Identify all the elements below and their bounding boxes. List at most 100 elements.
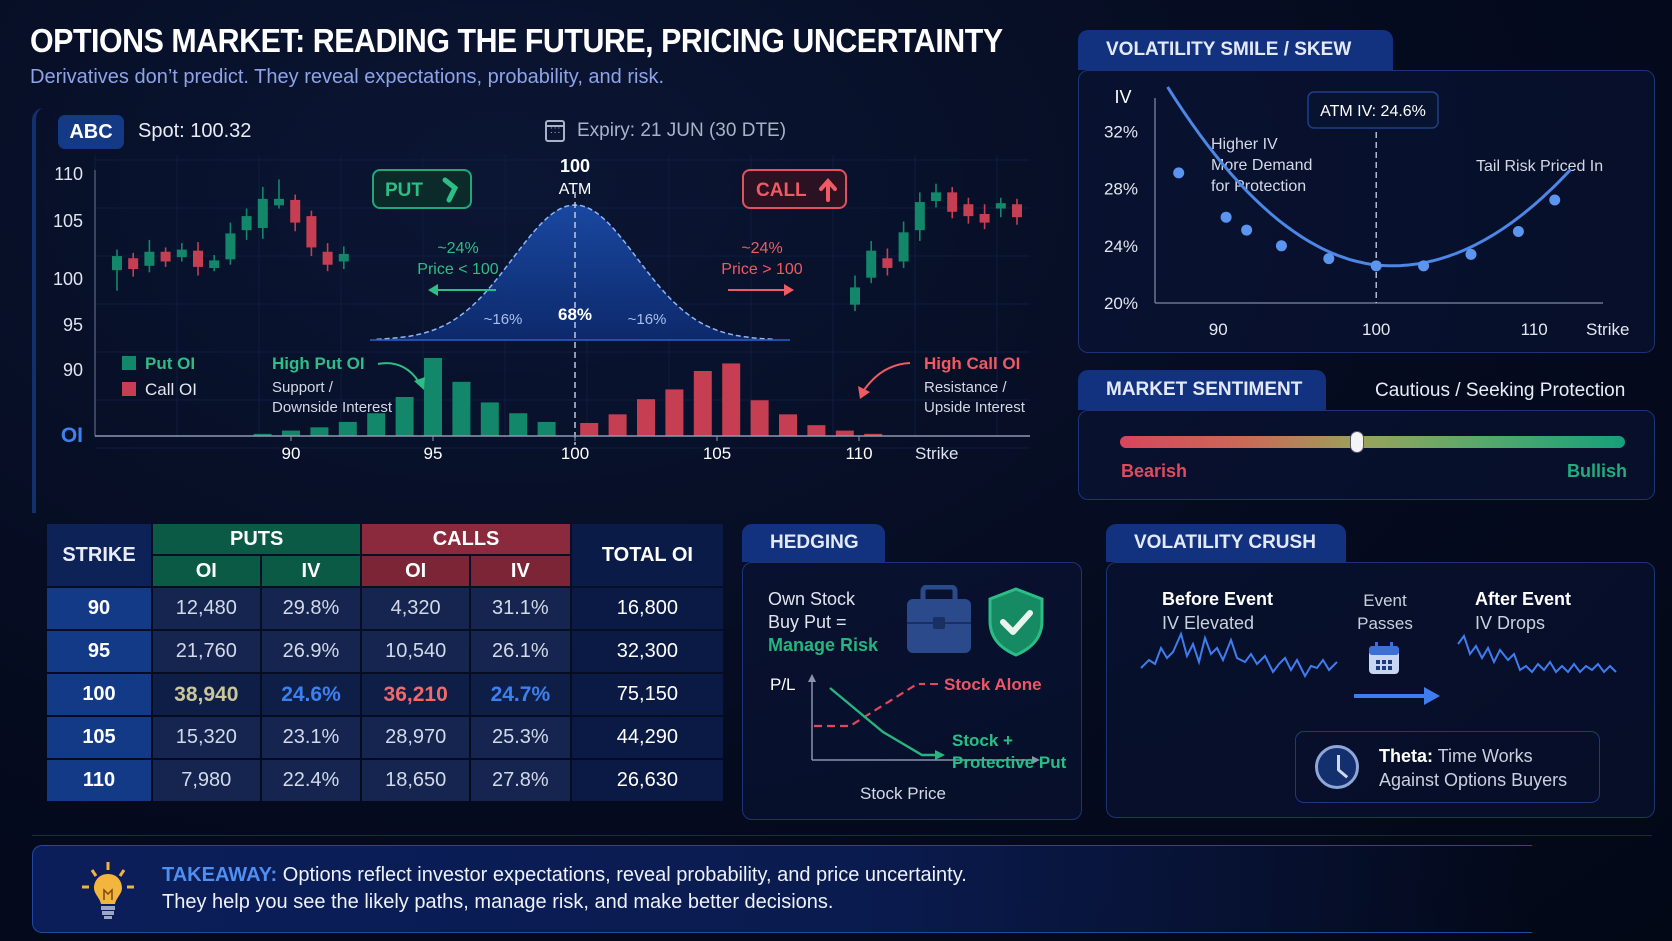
expiry-info[interactable]: Expiry: 21 JUN (30 DTE): [545, 120, 786, 142]
smile-note-left-3: for Protection: [1211, 178, 1306, 195]
arrow-up-icon: [819, 177, 837, 202]
total-oi-cell: 26,630: [571, 760, 723, 801]
takeaway-line-2: They help you see the likely paths, mana…: [162, 891, 834, 913]
total-oi-cell: 44,290: [571, 717, 723, 758]
col-call-iv[interactable]: IV: [470, 556, 570, 586]
put-probability: ~24%: [437, 240, 478, 257]
table-row[interactable]: 100 38,940 24.6% 36,210 24.7% 75,150: [47, 674, 723, 715]
table-row[interactable]: 95 21,760 26.9% 10,540 26.1% 32,300: [47, 631, 723, 672]
call-iv-cell: 27.8%: [470, 760, 570, 801]
put-oi-bar: [452, 381, 471, 436]
call-oi-bar: [750, 400, 769, 436]
col-put-iv[interactable]: IV: [261, 556, 361, 586]
candle-body: [947, 192, 958, 212]
clock-icon: [1315, 745, 1359, 789]
strike-cell: 95: [47, 631, 151, 672]
candle-body: [176, 249, 187, 258]
tab-volatility-smile: VOLATILITY SMILE / SKEW: [1078, 30, 1393, 70]
tab-hedging: HEDGING: [742, 524, 885, 562]
high-call-oi-title: High Call OI: [924, 354, 1020, 373]
candle-body: [931, 192, 941, 201]
candle: [160, 247, 171, 267]
put-oi-cell: 21,760: [153, 631, 260, 672]
table-row[interactable]: 90 12,480 29.8% 4,320 31.1% 16,800: [47, 588, 723, 629]
takeaway-line-1: Options reflect investor expectations, r…: [277, 864, 967, 886]
put-oi-cell: 12,480: [153, 588, 260, 629]
call-probability-desc: Price > 100: [721, 261, 802, 278]
candle-body: [306, 216, 317, 248]
oi-axis-label: OI: [61, 424, 83, 447]
strike-axis-label: Strike: [1586, 320, 1629, 339]
put-badge-label: PUT: [385, 180, 423, 201]
col-call-oi[interactable]: OI: [362, 556, 469, 586]
briefcase-icon: [907, 585, 971, 653]
candle-body: [979, 213, 990, 223]
call-oi-cell: 4,320: [362, 588, 469, 629]
table-row[interactable]: 110 7,980 22.4% 18,650 27.8% 26,630: [47, 760, 723, 801]
event-line-1: Event: [1363, 591, 1407, 610]
smile-note-right: Tail Risk Priced In: [1476, 158, 1603, 175]
put-oi-bar: [282, 430, 300, 436]
total-oi-cell: 75,150: [571, 674, 723, 715]
center-probability: 68%: [558, 305, 592, 324]
smile-data-point: [1370, 260, 1382, 272]
tab-volatility-crush: VOLATILITY CRUSH: [1106, 524, 1346, 562]
put-oi-cell: 15,320: [153, 717, 260, 758]
smile-data-point: [1241, 224, 1253, 236]
strike-tick-label: 105: [703, 444, 731, 463]
candle: [322, 243, 333, 272]
sentiment-gauge-knob[interactable]: [1350, 431, 1365, 453]
candle-body: [160, 251, 171, 262]
candle: [176, 243, 187, 262]
put-oi-bar: [537, 421, 556, 436]
bullish-label: Bullish: [1567, 461, 1628, 481]
legend-call-swatch: [122, 382, 136, 396]
hedging-payoff-chart: P/L Stock Alone Stock + Protective Put S…: [770, 674, 1067, 803]
price-tick-label: 95: [63, 315, 83, 335]
candle: [866, 240, 877, 284]
call-oi-bar: [637, 399, 655, 436]
sentiment-panel: [1078, 410, 1655, 500]
candle: [850, 275, 860, 312]
theta-callout: [1295, 731, 1600, 803]
candle-body: [241, 216, 252, 231]
left-tail-probability: ~16%: [484, 311, 523, 328]
before-event-sparkline: [1140, 631, 1338, 679]
section-divider: [32, 835, 1652, 836]
legend-call-label: Call OI: [145, 380, 197, 399]
high-put-arrow: [377, 362, 421, 385]
strike-tick-label: 90: [1209, 320, 1228, 339]
atm-iv-badge-label: ATM IV: 24.6%: [1320, 103, 1426, 120]
candle-body: [914, 202, 925, 231]
col-put-oi[interactable]: OI: [153, 556, 260, 586]
col-strike[interactable]: STRIKE: [47, 524, 151, 586]
call-oi-cell: 10,540: [362, 631, 469, 672]
call-badge[interactable]: CALL: [742, 169, 847, 209]
table-row[interactable]: 105 15,320 23.1% 28,970 25.3% 44,290: [47, 717, 723, 758]
legend-put-label: Put OI: [145, 354, 195, 373]
put-oi-bar: [480, 402, 499, 436]
hedge-line-2: Buy Put =: [768, 612, 847, 632]
high-call-oi-desc-1: Resistance /: [924, 379, 1007, 396]
put-badge[interactable]: PUT: [372, 169, 472, 209]
spot-price: Spot: 100.32: [138, 120, 252, 142]
candle: [995, 197, 1006, 218]
candle: [898, 221, 909, 268]
strike-tick-label: 110: [1521, 320, 1548, 339]
iv-tick-label: 28%: [1104, 180, 1138, 199]
lightbulb-icon: [82, 862, 134, 919]
strike-cell: 90: [47, 588, 151, 629]
protected-label-1: Stock +: [952, 731, 1013, 750]
stock-price-axis-label: Stock Price: [860, 784, 946, 803]
after-event-sparkline: [1457, 633, 1617, 674]
iv-tick-label: 20%: [1104, 294, 1138, 313]
smile-data-point: [1549, 194, 1561, 206]
hedge-line-1: Own Stock: [768, 589, 856, 609]
ticker-badge[interactable]: ABC: [58, 115, 124, 149]
col-total-oi[interactable]: TOTAL OI: [571, 524, 723, 586]
iv-axis-label: IV: [1114, 87, 1131, 107]
candle: [241, 208, 252, 240]
high-put-oi-desc-1: Support /: [272, 379, 334, 396]
candle: [193, 242, 203, 276]
after-event-title: After Event: [1475, 589, 1572, 609]
